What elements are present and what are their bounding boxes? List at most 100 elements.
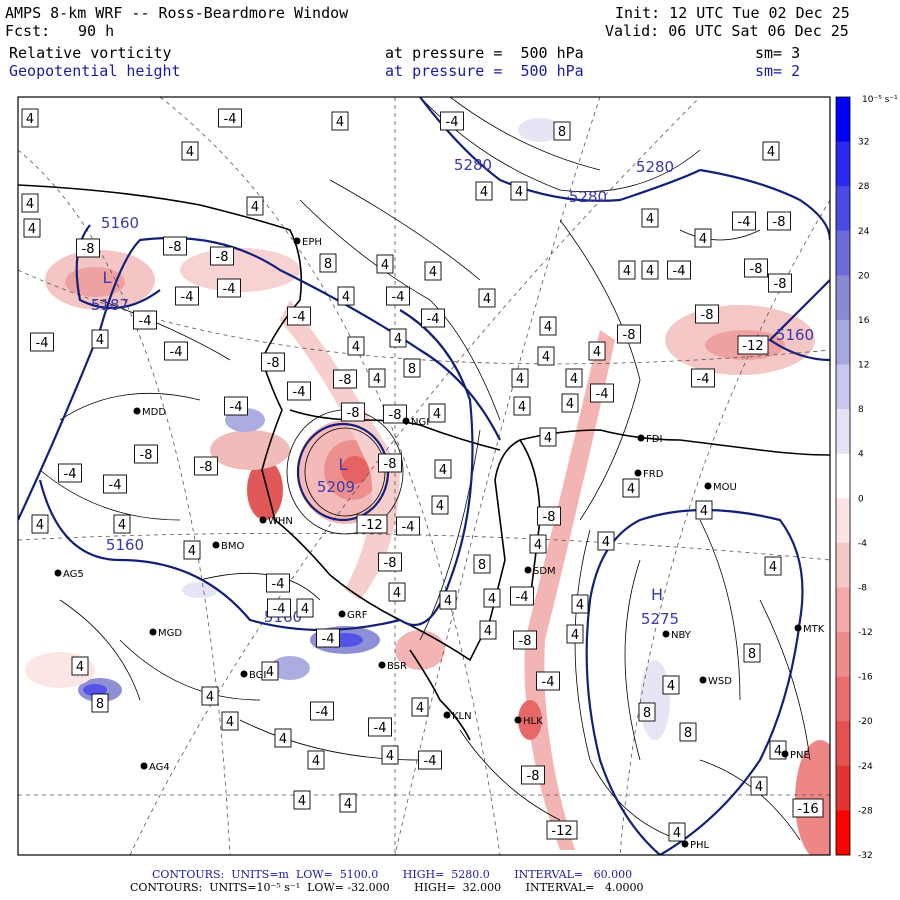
height-label: 5280 [454, 156, 492, 174]
svg-text:4: 4 [444, 594, 452, 609]
svg-text:-8: -8 [774, 277, 787, 292]
colorbar-tick-label: -16 [858, 673, 873, 683]
svg-text:-8: -8 [339, 373, 352, 388]
vorticity-label: 4 [201, 686, 219, 706]
vorticity-label: -12 [356, 514, 388, 534]
svg-text:4: 4 [483, 292, 491, 307]
svg-text:4: 4 [480, 185, 488, 200]
forecast-hour: 90 h [78, 22, 115, 40]
svg-text:MTK: MTK [803, 624, 825, 635]
vorticity-label: 4 [513, 396, 531, 416]
colorbar-swatch [836, 498, 850, 544]
vorticity-label: -4 [667, 260, 691, 280]
svg-text:FDI: FDI [646, 434, 662, 445]
svg-text:4: 4 [439, 463, 447, 478]
svg-text:-8: -8 [384, 556, 397, 571]
vorticity-label: 4 [21, 108, 39, 128]
vorticity-label: 4 [21, 193, 39, 213]
svg-text:4: 4 [433, 407, 441, 422]
low-center-label: L [339, 455, 348, 474]
svg-text:-4: -4 [224, 112, 237, 127]
vorticity-label: 8 [319, 253, 337, 273]
svg-text:4: 4 [118, 518, 126, 533]
svg-text:WSD: WSD [708, 676, 732, 687]
station-ngi: NGI [402, 417, 429, 428]
colorbar-tick-label: -20 [858, 717, 873, 727]
vorticity-label: 4 [411, 697, 429, 717]
vorticity-label: 4 [597, 531, 615, 551]
svg-text:-4: -4 [36, 336, 49, 351]
vorticity-label: 4 [261, 661, 279, 681]
vorticity-label: 4 [641, 260, 659, 280]
colorbar-tick-label: -12 [858, 628, 873, 638]
vorticity-label: 4 [561, 393, 579, 413]
vorticity-label: 4 [662, 675, 680, 695]
vorticity-label: -4 [217, 278, 241, 298]
svg-text:FRD: FRD [643, 469, 664, 480]
svg-text:4: 4 [627, 482, 635, 497]
vorticity-label: -8 [617, 324, 641, 344]
svg-text:4: 4 [26, 112, 34, 127]
svg-text:4: 4 [602, 535, 610, 550]
vorticity-label: -4 [396, 516, 420, 536]
svg-text:4: 4 [673, 826, 681, 841]
svg-text:4: 4 [516, 372, 524, 387]
field2-smoothing: sm= 2 [755, 62, 801, 80]
vorticity-label: -4 [316, 628, 340, 648]
vorticity-label: -4 [691, 368, 715, 388]
vorticity-label: -8 [378, 552, 402, 572]
svg-text:8: 8 [748, 647, 756, 662]
svg-text:SDM: SDM [533, 566, 556, 577]
station-whn: WHN [259, 516, 293, 527]
vorticity-label: 4 [428, 403, 446, 423]
height-label: 5280 [636, 158, 674, 176]
svg-text:4: 4 [336, 115, 344, 130]
field2-level: at pressure = 500 hPa [385, 62, 584, 80]
svg-text:4: 4 [226, 715, 234, 730]
vorticity-label: -4 [133, 310, 157, 330]
colorbar-swatch [836, 230, 850, 276]
colorbar-swatch [836, 542, 850, 588]
colorbar-tick-label: -28 [858, 806, 873, 816]
colorbar-tick-label: -4 [858, 539, 867, 549]
svg-text:4: 4 [251, 200, 259, 215]
colorbar-unit: 10⁻⁵ s⁻¹ [862, 95, 898, 105]
height-label: 5275 [641, 610, 679, 628]
svg-text:HLK: HLK [523, 716, 543, 727]
vorticity-label: -16 [792, 798, 824, 818]
low-center-label: L [103, 268, 112, 287]
vorticity-label: 4 [91, 329, 109, 349]
svg-text:-4: -4 [446, 115, 459, 130]
svg-text:BSR: BSR [387, 661, 407, 672]
svg-text:4: 4 [515, 185, 523, 200]
svg-text:4: 4 [667, 679, 675, 694]
svg-text:-4: -4 [516, 590, 529, 605]
svg-text:WHN: WHN [268, 516, 293, 527]
svg-text:-4: -4 [402, 520, 415, 535]
svg-text:-4: -4 [424, 754, 437, 769]
svg-text:4: 4 [436, 499, 444, 514]
height-label: 5160 [106, 536, 144, 554]
svg-text:-8: -8 [543, 510, 556, 525]
field1-level: at pressure = 500 hPa [385, 44, 584, 62]
svg-text:-4: -4 [139, 314, 152, 329]
vorticity-label: 4 [113, 514, 131, 534]
height-label: 5280 [569, 188, 607, 206]
svg-text:4: 4 [774, 744, 782, 759]
vorticity-label: -4 [58, 463, 82, 483]
vorticity-label: 4 [274, 728, 292, 748]
svg-text:4: 4 [301, 602, 309, 617]
valid-time: Valid: 06 UTC Sat 06 Dec 25 [605, 22, 849, 40]
vorticity-label: -4 [287, 306, 311, 326]
vorticity-label: -4 [368, 717, 392, 737]
station-fdi: FDI [637, 434, 662, 445]
station-grf: GRF [338, 610, 368, 621]
svg-text:4: 4 [206, 690, 214, 705]
svg-text:MOU: MOU [713, 482, 737, 493]
svg-text:NBY: NBY [671, 630, 692, 641]
svg-text:NGI: NGI [411, 417, 429, 428]
svg-text:4: 4 [767, 145, 775, 160]
vorticity-label: -8 [695, 304, 719, 324]
vorticity-label: -8 [210, 246, 234, 266]
